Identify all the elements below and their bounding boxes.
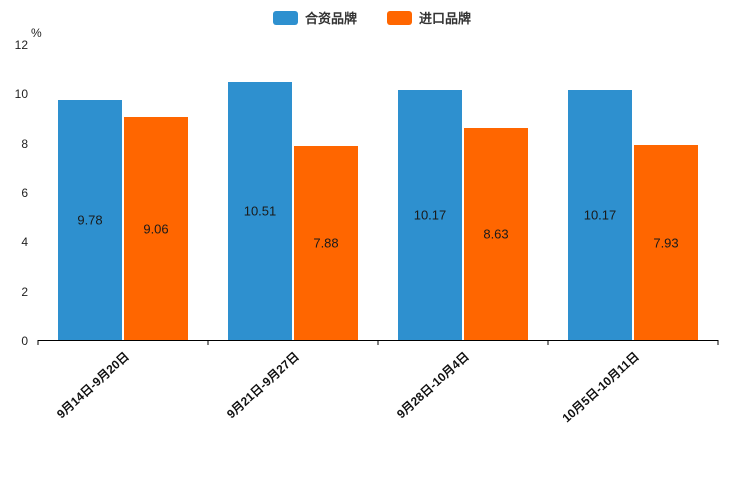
value-label: 10.17 — [413, 207, 447, 223]
bar-series-1[interactable]: 7.88 — [294, 146, 358, 340]
bar-groups: 9.78 9.06 10.51 7.88 10.17 8.63 10.17 7.93 — [38, 45, 718, 340]
bar-group: 10.17 7.93 — [548, 45, 718, 340]
bar-series-1[interactable]: 9.06 — [124, 117, 188, 340]
y-axis-tick-label: 10 — [14, 87, 28, 102]
legend-swatch — [272, 11, 298, 25]
bar-series-0[interactable]: 9.78 — [58, 99, 122, 340]
y-axis-tick-label: 8 — [21, 136, 28, 151]
x-axis-label: 9月14日-9月20日 — [53, 349, 132, 422]
y-axis-tick-label: 2 — [21, 284, 28, 299]
x-axis-tick — [37, 340, 39, 345]
y-axis-tick-label: 6 — [21, 186, 28, 200]
x-axis-tick — [377, 340, 379, 345]
x-axis-label: 9月21日-9月27日 — [223, 349, 302, 422]
legend: 合资品牌 进口品牌 — [0, 11, 744, 25]
value-label: 10.51 — [243, 203, 277, 219]
bar-series-0[interactable]: 10.51 — [228, 81, 292, 340]
plot-area: 9.78 9.06 10.51 7.88 10.17 8.63 10.17 7.93 9月14… — [37, 45, 719, 425]
legend-item-series-1[interactable]: 进口品牌 — [387, 11, 471, 25]
value-label: 7.88 — [313, 235, 339, 251]
bar-series-1[interactable]: 8.63 — [464, 127, 528, 340]
bar-group: 10.51 7.88 — [208, 45, 378, 340]
bar-series-1[interactable]: 7.93 — [634, 145, 698, 340]
y-axis-tick-label: 0 — [21, 334, 28, 348]
legend-item-series-0[interactable]: 合资品牌 — [272, 10, 357, 26]
bar-group: 9.78 9.06 — [38, 45, 208, 340]
x-axis-label: 10月5日-10月11日 — [559, 349, 642, 426]
value-label: 9.06 — [143, 221, 169, 237]
legend-label: 进口品牌 — [419, 10, 472, 26]
value-label: 10.17 — [583, 207, 617, 223]
bar-series-0[interactable]: 10.17 — [398, 90, 462, 340]
legend-label: 合资品牌 — [304, 10, 357, 26]
x-axis-tick — [717, 340, 719, 345]
y-axis-tick-label: 4 — [21, 235, 28, 250]
bar-group: 10.17 8.63 — [378, 45, 548, 340]
value-label: 9.78 — [77, 212, 103, 228]
bar-series-0[interactable]: 10.17 — [568, 90, 632, 340]
y-axis: 0 2 4 6 8 10 12 — [0, 39, 32, 347]
x-axis-tick — [207, 340, 209, 345]
value-label: 8.63 — [483, 226, 509, 242]
x-axis-tick — [547, 340, 549, 345]
legend-swatch — [387, 11, 412, 25]
y-axis-tick-label: 12 — [14, 38, 28, 52]
x-axis-label: 9月28日-10月4日 — [393, 349, 472, 422]
y-axis-unit-label: % — [31, 26, 42, 40]
value-label: 7.93 — [653, 235, 679, 251]
